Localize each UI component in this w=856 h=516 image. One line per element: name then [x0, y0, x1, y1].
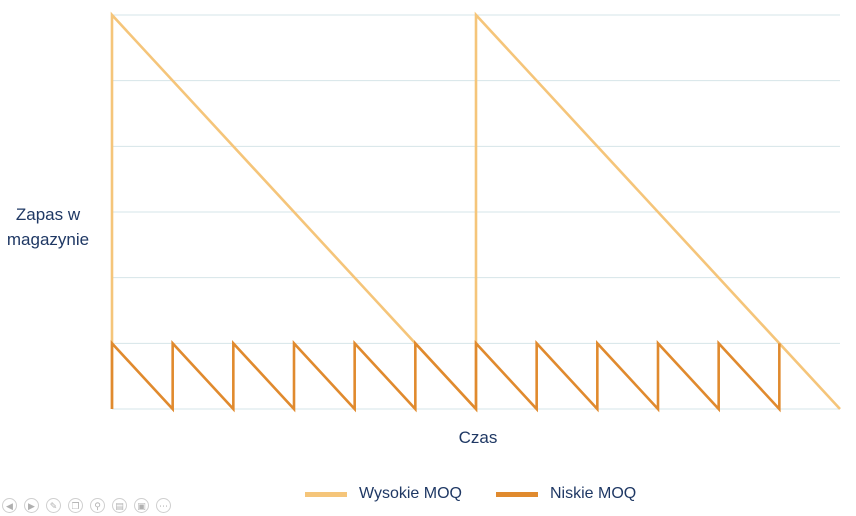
copy-icon[interactable]: ❐	[68, 498, 83, 513]
zoom-icon[interactable]: ⚲	[90, 498, 105, 513]
y-axis-label: Zapas w magazynie	[6, 205, 90, 249]
legend-label-wysokie: Wysokie MOQ	[359, 485, 462, 502]
screen-icon[interactable]: ▣	[134, 498, 149, 513]
prev-icon[interactable]: ◀	[2, 498, 17, 513]
legend-label-niskie: Niskie MOQ	[549, 485, 637, 502]
next-icon[interactable]: ▶	[24, 498, 39, 513]
series-line-niskie-moq	[110, 340, 781, 413]
legend-item-niskie: Niskie MOQ	[495, 485, 637, 503]
legend-item-wysokie: Wysokie MOQ	[305, 485, 462, 503]
x-axis-label: Czas	[458, 428, 498, 447]
pen-icon[interactable]: ✎	[46, 498, 61, 513]
legend-swatch-niskie	[495, 491, 538, 497]
series-group	[110, 11, 841, 413]
subtitles-icon[interactable]: ▤	[112, 498, 127, 513]
legend: Wysokie MOQ Niskie MOQ	[305, 485, 670, 503]
legend-swatch-wysokie	[305, 491, 347, 497]
presentation-toolbar: ◀ ▶ ✎ ❐ ⚲ ▤ ▣ ⋯	[2, 498, 178, 513]
chart	[110, 11, 841, 413]
more-icon[interactable]: ⋯	[156, 498, 171, 513]
